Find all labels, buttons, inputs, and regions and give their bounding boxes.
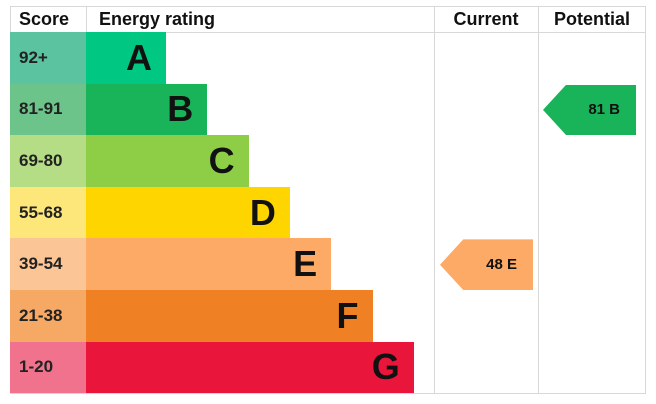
band-letter: E — [293, 243, 318, 285]
score-cell-e: 39-54 — [10, 238, 86, 290]
header-energy-rating: Energy rating — [99, 9, 216, 29]
band-letter: F — [336, 294, 359, 336]
band-bar-b: B — [86, 83, 208, 136]
score-divider — [86, 6, 87, 32]
band-letter: D — [249, 191, 276, 233]
band-bar-a: A — [86, 32, 166, 84]
right-border — [645, 6, 646, 394]
header-divider — [10, 32, 646, 33]
score-range: 69-80 — [19, 150, 63, 170]
potential-divider — [538, 6, 539, 394]
score-range: 92+ — [19, 47, 48, 67]
current-divider — [434, 6, 435, 394]
header-potential: Potential — [553, 9, 630, 29]
score-range: 55-68 — [19, 202, 63, 222]
current-rating-arrow: 48 E — [440, 239, 533, 290]
score-cell-g: 1-20 — [10, 341, 86, 394]
band-bar-d: D — [86, 186, 290, 239]
potential-rating-label: 81 B — [588, 101, 620, 119]
bottom-border — [10, 393, 646, 394]
score-cell-f: 21-38 — [10, 290, 86, 342]
band-letter: G — [371, 346, 400, 388]
score-cell-b: 81-91 — [10, 83, 86, 136]
potential-rating-arrow: 81 B — [543, 84, 636, 136]
band-bar-f: F — [86, 290, 373, 342]
header-score: Score — [19, 9, 70, 29]
score-cell-a: 92+ — [10, 32, 86, 84]
band-bar-g: G — [86, 341, 414, 394]
score-range: 39-54 — [19, 254, 63, 274]
band-letter: C — [208, 139, 235, 181]
score-cell-d: 55-68 — [10, 186, 86, 239]
score-range: 81-91 — [19, 99, 63, 119]
band-letter: B — [167, 88, 194, 130]
header-current: Current — [453, 9, 519, 29]
band-bar-c: C — [86, 135, 249, 187]
score-cell-c: 69-80 — [10, 135, 86, 187]
current-rating-label: 48 E — [486, 256, 517, 274]
score-range: 21-38 — [19, 305, 63, 325]
top-border — [10, 6, 646, 7]
band-bar-e: E — [86, 238, 332, 290]
score-range: 1-20 — [19, 357, 54, 377]
band-letter: A — [126, 36, 152, 78]
